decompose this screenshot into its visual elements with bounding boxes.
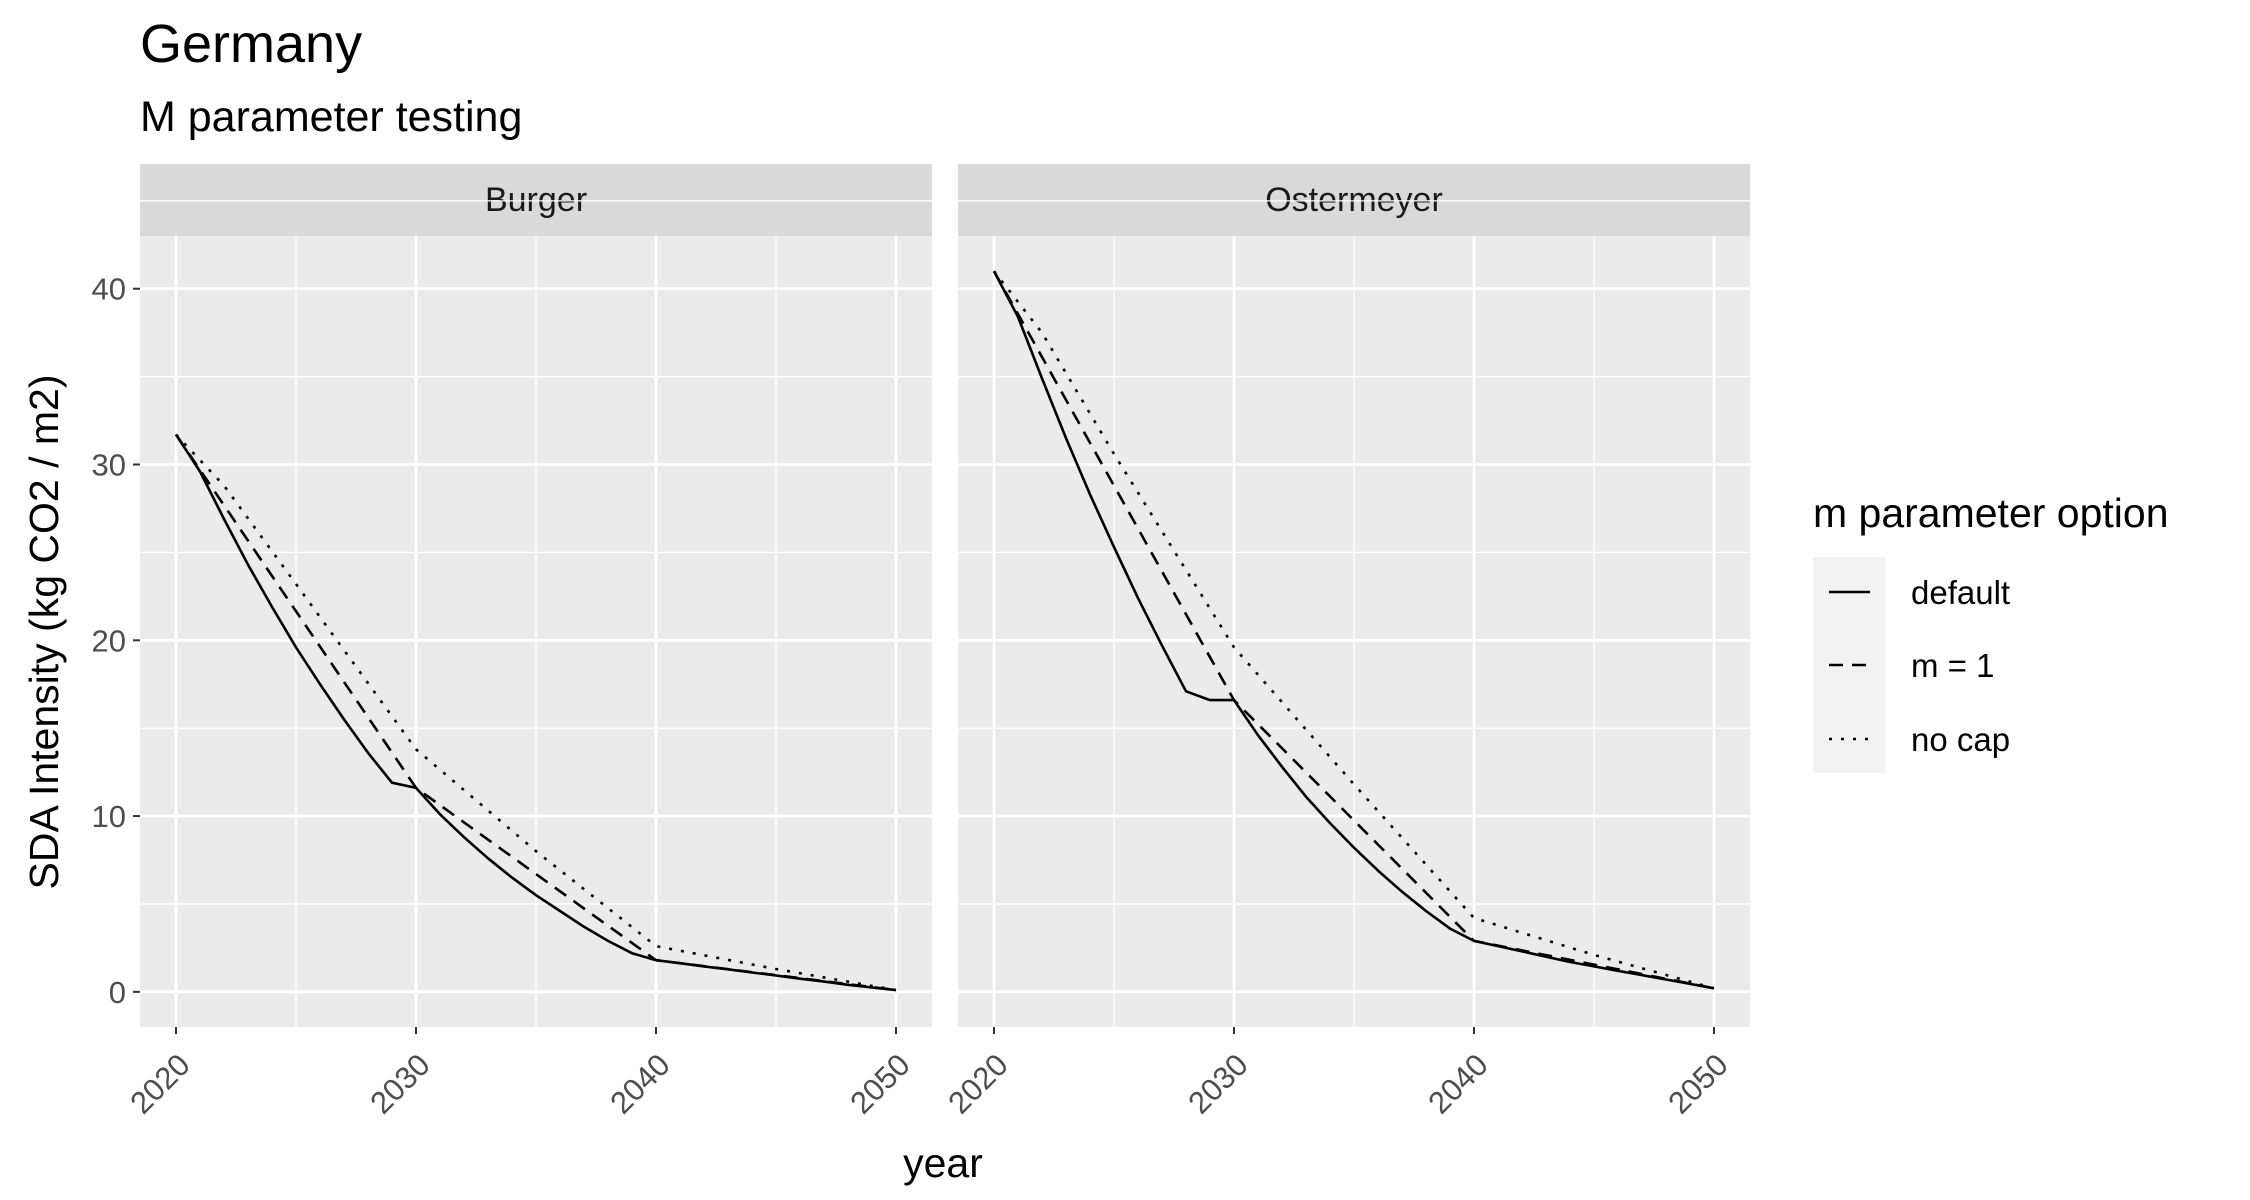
legend-title: m parameter option: [1813, 490, 2169, 536]
x-tick-label: 2030: [1181, 1047, 1255, 1121]
legend-key-background: [1813, 557, 1885, 773]
series-line-m-1: [992, 270, 1715, 990]
y-tick-label: 0: [109, 975, 126, 1010]
y-tick-label: 10: [92, 799, 126, 834]
legend-label: no cap: [1911, 721, 2010, 758]
series-line-default: [992, 270, 1715, 990]
x-axis-title: year: [903, 1140, 983, 1186]
facet-strip: [140, 164, 932, 236]
y-tick-label: 20: [92, 623, 126, 658]
chart-subtitle: M parameter testing: [140, 93, 522, 141]
x-tick-label: 2040: [1421, 1047, 1495, 1121]
facet-strip-label: Ostermeyer: [1265, 181, 1443, 219]
facet-strip-label: Burger: [485, 181, 587, 219]
x-tick-label: 2030: [363, 1047, 437, 1121]
x-tick-label: 2050: [1661, 1047, 1735, 1121]
chart-title: Germany: [140, 14, 362, 74]
y-axis-title: SDA Intensity (kg CO2 / m2): [21, 375, 67, 890]
series-line-default: [174, 433, 897, 992]
x-tick-label: 2040: [603, 1047, 677, 1121]
x-tick-label: 2020: [941, 1047, 1015, 1121]
y-tick-label: 30: [92, 448, 126, 483]
y-tick-label: 40: [92, 272, 126, 307]
series-line-m-1: [174, 433, 897, 992]
x-tick-label: 2050: [843, 1047, 917, 1121]
series-line-no-cap: [992, 270, 1715, 990]
legend-label: m = 1: [1911, 647, 1994, 684]
legend-label: default: [1911, 574, 2010, 611]
x-tick-label: 2020: [123, 1047, 197, 1121]
facet-strip: [958, 164, 1750, 236]
legend: m parameter option default m = 1 no cap: [1813, 490, 2169, 773]
facet-panel-1: Ostermeyer 2020 2030 2040 2050: [941, 164, 1750, 1121]
legend-entries: default m = 1 no cap: [1829, 574, 2010, 758]
